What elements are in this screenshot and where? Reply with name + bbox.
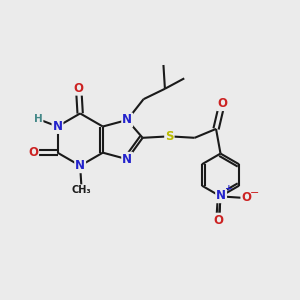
Text: −: − [249, 188, 259, 197]
Text: CH₃: CH₃ [72, 185, 92, 195]
Text: +: + [225, 184, 232, 193]
Text: N: N [122, 153, 132, 166]
Text: S: S [165, 130, 174, 143]
Text: O: O [74, 82, 84, 95]
Text: N: N [216, 189, 226, 202]
Text: O: O [213, 214, 224, 226]
Text: N: N [75, 159, 85, 172]
Text: N: N [122, 113, 132, 127]
Text: O: O [217, 97, 227, 110]
Text: H: H [34, 114, 43, 124]
Text: O: O [28, 146, 38, 159]
Text: N: N [52, 120, 62, 133]
Text: O: O [242, 191, 251, 204]
